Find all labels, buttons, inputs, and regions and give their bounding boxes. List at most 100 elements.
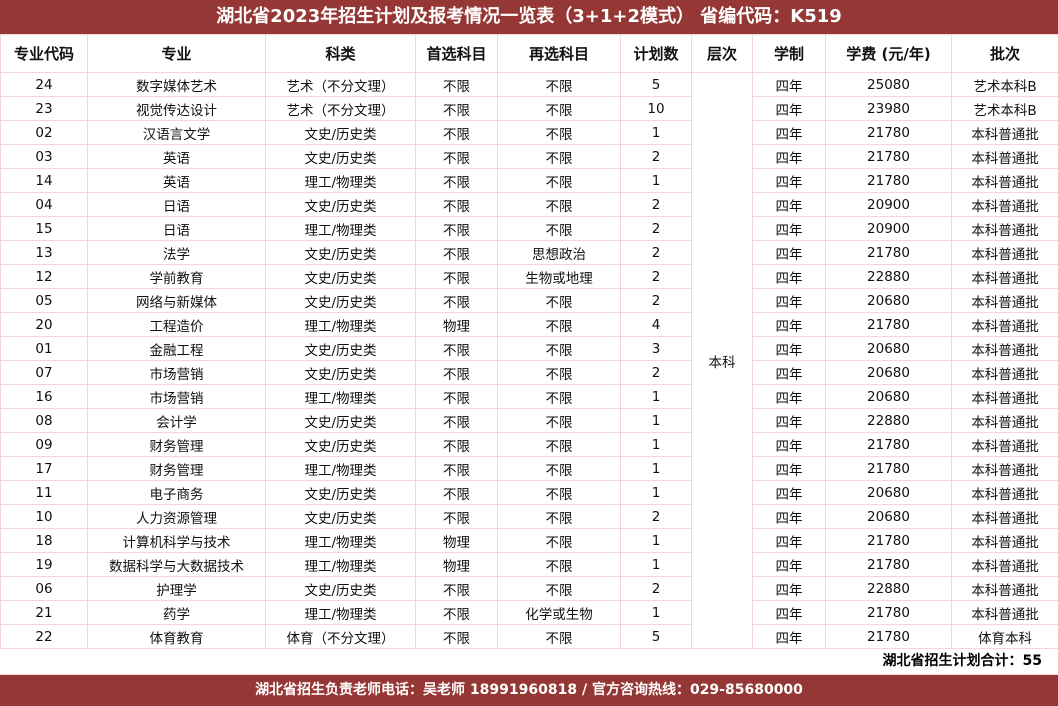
major-name-cell: 网络与新媒体 (87, 288, 266, 313)
duration-cell: 四年 (752, 384, 826, 409)
batch-cell: 本科普通批 (951, 192, 1058, 217)
tuition-cell: 22880 (825, 576, 952, 601)
second-subject-cell: 不限 (497, 144, 621, 169)
table-row: 14 英语 理工/物理类 不限 不限 1 四年 21780 本科普通批 (0, 168, 1058, 193)
second-subject-cell: 不限 (497, 504, 621, 529)
first-subject-cell: 不限 (415, 384, 498, 409)
major-code-cell: 14 (0, 168, 88, 193)
category-cell: 理工/物理类 (265, 168, 416, 193)
plan-total: 湖北省招生计划合计：55 (0, 649, 1058, 675)
batch-cell: 本科普通批 (951, 312, 1058, 337)
first-subject-cell: 物理 (415, 528, 498, 553)
second-subject-cell: 不限 (497, 336, 621, 361)
plan-count-cell: 5 (620, 624, 692, 649)
batch-cell: 本科普通批 (951, 504, 1058, 529)
major-code-cell: 22 (0, 624, 88, 649)
first-subject-cell: 不限 (415, 144, 498, 169)
duration-cell: 四年 (752, 240, 826, 265)
duration-cell: 四年 (752, 552, 826, 577)
major-name-cell: 财务管理 (87, 456, 266, 481)
enrollment-table: 专业代码 专业 科类 首选科目 再选科目 计划数 层次 学制 学费 (元/年) 批次 24 数字媒体… (0, 34, 1058, 649)
plan-count-cell: 2 (620, 240, 692, 265)
category-cell: 文史/历史类 (265, 192, 416, 217)
table-row: 20 工程造价 理工/物理类 物理 不限 4 四年 21780 本科普通批 (0, 312, 1058, 337)
major-code-cell: 09 (0, 432, 88, 457)
plan-count-cell: 2 (620, 576, 692, 601)
major-name-cell: 药学 (87, 600, 266, 625)
second-subject-cell: 思想政治 (497, 240, 621, 265)
duration-cell: 四年 (752, 288, 826, 313)
plan-count-cell: 5 (620, 72, 692, 97)
plan-count-cell: 10 (620, 96, 692, 121)
plan-count-cell: 1 (620, 456, 692, 481)
major-name-cell: 会计学 (87, 408, 266, 433)
table-row: 18 计算机科学与技术 理工/物理类 物理 不限 1 四年 21780 本科普通批 (0, 528, 1058, 553)
tuition-cell: 20680 (825, 288, 952, 313)
category-cell: 理工/物理类 (265, 528, 416, 553)
second-subject-cell: 不限 (497, 96, 621, 121)
major-name-cell: 学前教育 (87, 264, 266, 289)
tuition-cell: 21780 (825, 312, 952, 337)
major-name-cell: 视觉传达设计 (87, 96, 266, 121)
category-cell: 文史/历史类 (265, 144, 416, 169)
first-subject-cell: 不限 (415, 96, 498, 121)
duration-cell: 四年 (752, 120, 826, 145)
major-code-cell: 19 (0, 552, 88, 577)
tuition-cell: 21780 (825, 456, 952, 481)
category-cell: 文史/历史类 (265, 336, 416, 361)
table-row: 24 数字媒体艺术 艺术（不分文理） 不限 不限 5 本科 四年 25080 艺术本科B (0, 72, 1058, 649)
batch-cell: 本科普通批 (951, 528, 1058, 553)
second-subject-cell: 不限 (497, 624, 621, 649)
major-code-cell: 21 (0, 600, 88, 625)
second-subject-cell: 不限 (497, 216, 621, 241)
page-title: 湖北省2023年招生计划及报考情况一览表（3+1+2模式） 省编代码：K519 (0, 0, 1058, 34)
plan-count-cell: 2 (620, 504, 692, 529)
column-header: 专业 (87, 34, 266, 73)
batch-cell: 本科普通批 (951, 264, 1058, 289)
plan-count-cell: 3 (620, 336, 692, 361)
duration-cell: 四年 (752, 360, 826, 385)
major-code-cell: 10 (0, 504, 88, 529)
major-code-cell: 18 (0, 528, 88, 553)
major-code-cell: 04 (0, 192, 88, 217)
plan-count-cell: 2 (620, 360, 692, 385)
first-subject-cell: 不限 (415, 336, 498, 361)
table-row: 15 日语 理工/物理类 不限 不限 2 四年 20900 本科普通批 (0, 216, 1058, 241)
first-subject-cell: 不限 (415, 192, 498, 217)
table-row: 13 法学 文史/历史类 不限 思想政治 2 四年 21780 本科普通批 (0, 240, 1058, 265)
category-cell: 体育（不分文理） (265, 624, 416, 649)
second-subject-cell: 不限 (497, 192, 621, 217)
second-subject-cell: 不限 (497, 72, 621, 97)
tuition-cell: 21780 (825, 552, 952, 577)
duration-cell: 四年 (752, 264, 826, 289)
table-row: 03 英语 文史/历史类 不限 不限 2 四年 21780 本科普通批 (0, 144, 1058, 169)
category-cell: 文史/历史类 (265, 288, 416, 313)
major-name-cell: 市场营销 (87, 384, 266, 409)
batch-cell: 本科普通批 (951, 384, 1058, 409)
major-code-cell: 24 (0, 72, 88, 97)
table-row: 11 电子商务 文史/历史类 不限 不限 1 四年 20680 本科普通批 (0, 480, 1058, 505)
first-subject-cell: 不限 (415, 600, 498, 625)
second-subject-cell: 不限 (497, 120, 621, 145)
tuition-cell: 21780 (825, 144, 952, 169)
duration-cell: 四年 (752, 408, 826, 433)
duration-cell: 四年 (752, 168, 826, 193)
major-name-cell: 护理学 (87, 576, 266, 601)
major-code-cell: 17 (0, 456, 88, 481)
major-name-cell: 市场营销 (87, 360, 266, 385)
column-header: 学费 (元/年) (825, 34, 952, 73)
tuition-cell: 25080 (825, 72, 952, 97)
major-code-cell: 07 (0, 360, 88, 385)
category-cell: 文史/历史类 (265, 120, 416, 145)
tuition-cell: 20680 (825, 384, 952, 409)
batch-cell: 体育本科 (951, 624, 1058, 649)
tuition-cell: 20680 (825, 480, 952, 505)
category-cell: 艺术（不分文理） (265, 72, 416, 97)
first-subject-cell: 不限 (415, 240, 498, 265)
second-subject-cell: 生物或地理 (497, 264, 621, 289)
batch-cell: 本科普通批 (951, 552, 1058, 577)
plan-count-cell: 2 (620, 288, 692, 313)
column-header: 层次 (691, 34, 753, 73)
major-code-cell: 16 (0, 384, 88, 409)
plan-count-cell: 1 (620, 552, 692, 577)
